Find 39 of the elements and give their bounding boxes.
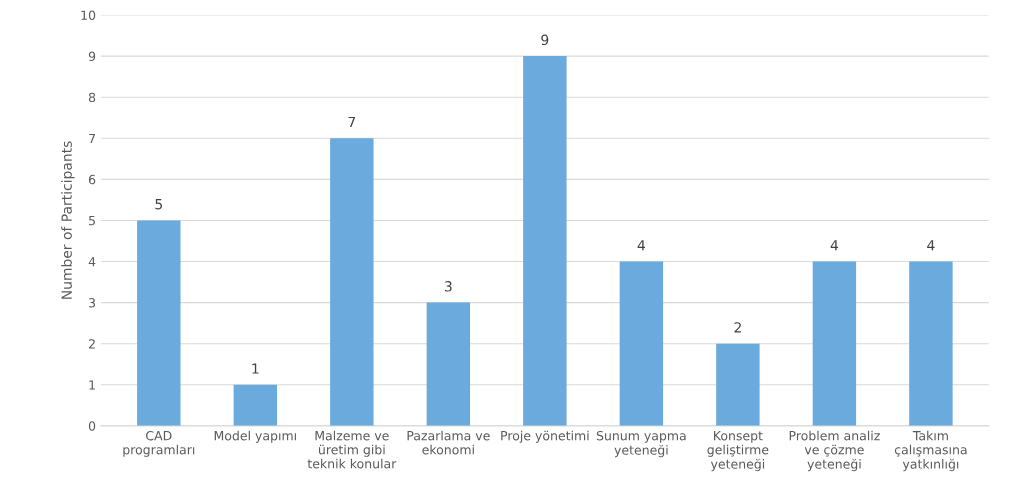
bar — [812, 261, 857, 426]
y-tick-label: 9 — [88, 51, 96, 62]
data-label: 7 — [348, 116, 356, 128]
data-label: 9 — [541, 34, 549, 46]
x-tick-label: Konsept geliştirme yeteneği — [707, 431, 769, 472]
bar — [137, 220, 181, 426]
x-tick-label: Malzeme ve üretim gibi teknik konular — [307, 430, 397, 469]
y-tick-label: 6 — [88, 174, 96, 185]
x-tick-label: Proje yönetimi — [501, 430, 589, 443]
data-label: 4 — [830, 240, 839, 251]
x-tick-label: Takım çalışmasına yatkınlığı — [894, 430, 967, 472]
y-tick-label: 0 — [88, 421, 96, 431]
data-label: 3 — [444, 281, 452, 292]
bar — [619, 261, 664, 426]
y-tick-label: 7 — [89, 133, 95, 144]
data-label: 4 — [927, 240, 935, 251]
y-tick-label: 10 — [81, 10, 96, 20]
x-tick-label: Model yapımı — [214, 430, 296, 443]
y-tick-label: 2 — [89, 339, 95, 349]
bar — [426, 302, 471, 426]
y-tick-label: 5 — [89, 216, 95, 226]
y-tick-label: 1 — [89, 380, 95, 390]
y-axis-title: Number of Participants — [61, 141, 75, 299]
x-tick-label: Pazarlama ve ekonomi — [407, 430, 490, 455]
bar — [523, 56, 567, 426]
bar — [716, 343, 760, 426]
data-label: 4 — [637, 240, 646, 251]
data-label: 2 — [734, 322, 741, 333]
data-label: 1 — [252, 363, 259, 374]
bar — [233, 384, 278, 426]
bar — [909, 261, 953, 426]
x-tick-label: Problem analiz ve çözme yeteneği — [789, 430, 880, 472]
y-tick-label: 3 — [89, 298, 96, 308]
y-tick-label: 4 — [88, 257, 96, 267]
bar — [330, 138, 374, 426]
y-tick-label: 8 — [88, 92, 96, 103]
x-tick-label: Sunum yapma yeteneği — [596, 430, 686, 458]
x-tick-label: CAD programları — [123, 430, 195, 457]
data-label: 5 — [155, 199, 163, 210]
